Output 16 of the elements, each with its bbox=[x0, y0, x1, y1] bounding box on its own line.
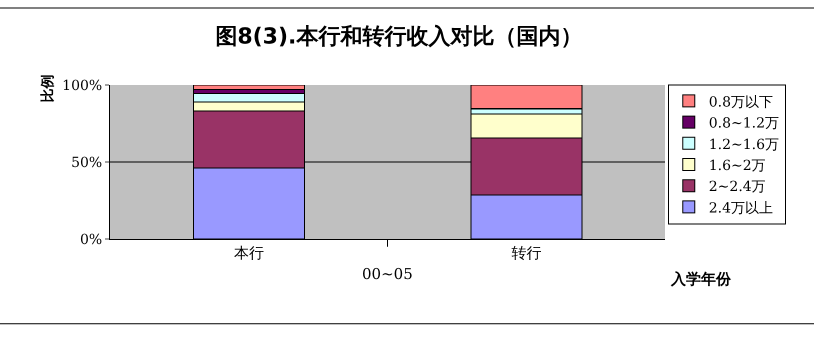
y-tick-label: 0% bbox=[80, 232, 102, 248]
y-tick-label: 100% bbox=[62, 78, 102, 94]
legend-label: 1.2~1.6万 bbox=[708, 136, 780, 153]
bar bbox=[192, 85, 305, 90]
legend-label: 2~2.4万 bbox=[708, 179, 766, 196]
y-tick-label: 50% bbox=[71, 154, 102, 171]
x-tick-label: 转行 bbox=[511, 244, 542, 262]
chart-title: 图8(3).本行和转行收入对比（国内） bbox=[215, 24, 582, 50]
x-axis-title: 入学年份 bbox=[670, 270, 732, 288]
legend-label: 0.8万以下 bbox=[708, 94, 774, 110]
legend-label: 1.6~2万 bbox=[708, 158, 766, 174]
text: 00~05 bbox=[362, 265, 413, 283]
x-tick-label: 本行 bbox=[234, 244, 264, 262]
y-axis-title: 比例 bbox=[40, 74, 56, 103]
legend-label: 2.4万以上 bbox=[708, 200, 774, 216]
legend-label: 0.8~1.2万 bbox=[708, 116, 780, 132]
